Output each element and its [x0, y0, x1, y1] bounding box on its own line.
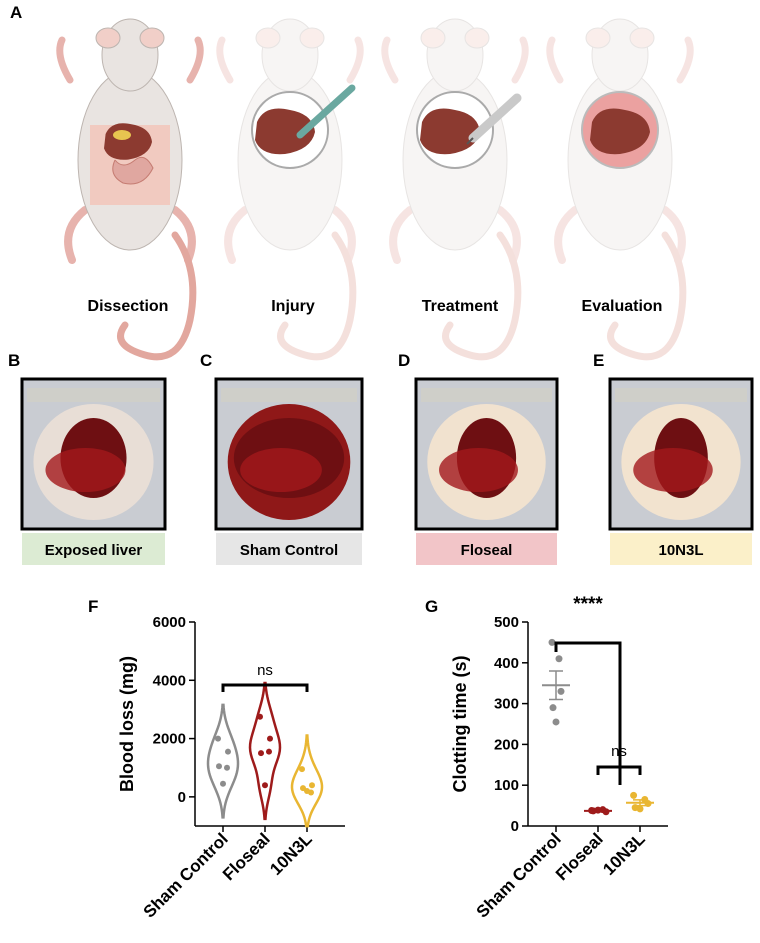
data-point [555, 655, 563, 663]
y-tick-label: 200 [494, 736, 519, 753]
y-tick-label: 4000 [153, 672, 186, 689]
violin [290, 734, 324, 828]
caption: Floseal [461, 542, 513, 559]
data-point [258, 750, 264, 757]
data-point [549, 704, 557, 712]
data-point [215, 735, 221, 742]
violin [206, 703, 240, 819]
ruler [221, 388, 357, 402]
panel-label: A [10, 3, 22, 22]
caption: 10N3L [658, 542, 703, 559]
data-point [220, 780, 226, 787]
y-tick-label: 0 [511, 818, 519, 835]
caption: Sham Control [240, 542, 338, 559]
data-point [557, 687, 565, 695]
significance-bracket [221, 683, 309, 692]
x-tick-label: 10N3L [266, 829, 316, 879]
step-label: Evaluation [582, 298, 663, 315]
photo-panel: B Exposed liver [8, 351, 167, 565]
error-bar [549, 670, 563, 701]
caption-bg [216, 533, 362, 565]
step-label: Injury [271, 298, 315, 315]
error-bar [633, 799, 647, 807]
x-tick-label: Floseal [219, 829, 274, 884]
ruler [615, 388, 747, 402]
y-tick-label: 2000 [153, 731, 186, 748]
panel-label: B [8, 351, 20, 370]
y-tick-label: 400 [494, 655, 519, 672]
panel-label: G [425, 597, 438, 616]
x-tick-label: Sham Control [140, 829, 232, 921]
data-point [304, 788, 310, 795]
significance-label: ns [611, 743, 627, 760]
significance-label: ns [257, 662, 273, 679]
illustration [60, 19, 200, 357]
panel-label: F [88, 597, 98, 616]
illustration [385, 19, 525, 357]
data-point [266, 748, 272, 755]
data-point [636, 805, 644, 813]
data-point [630, 791, 638, 799]
chart: G 0 100 200 300 400 500 Clotting time (s) Sham C… [425, 594, 668, 922]
photo-panel: E 10N3L [593, 351, 754, 565]
step-label: Dissection [88, 298, 169, 315]
data-point [548, 638, 556, 646]
data-point [262, 782, 268, 789]
panel-label: E [593, 351, 604, 370]
significance-bracket [596, 765, 642, 775]
ruler [27, 388, 160, 402]
chart: F 0 2000 4000 6000 Blood loss (mg) Sham Contro… [88, 597, 345, 922]
step-label: Treatment [422, 298, 499, 315]
y-tick-label: 300 [494, 696, 519, 713]
panel-label: D [398, 351, 410, 370]
caption-bg [22, 533, 165, 565]
illustration [550, 19, 690, 357]
data-point [225, 748, 231, 755]
blood [439, 448, 518, 492]
data-point [257, 713, 263, 720]
data-point [309, 782, 315, 789]
significance-label: **** [573, 594, 603, 615]
blood [633, 448, 713, 492]
data-point [216, 763, 222, 770]
data-point [267, 735, 273, 742]
photo-panel: C Sham Control [200, 351, 364, 565]
y-axis-label: Clotting time (s) [450, 656, 470, 793]
y-tick-label: 100 [494, 777, 519, 794]
data-point [224, 764, 230, 771]
caption-bg [610, 533, 752, 565]
blood [45, 448, 126, 492]
x-tick-label: Sham Control [473, 829, 565, 921]
y-tick-label: 6000 [153, 614, 186, 631]
x-tick-label: 10N3L [599, 829, 649, 879]
ruler [421, 388, 552, 402]
caption-bg [416, 533, 557, 565]
y-tick-label: 0 [178, 789, 186, 806]
caption: Exposed liver [45, 542, 143, 559]
data-point [299, 766, 305, 773]
y-axis-label: Blood loss (mg) [117, 656, 137, 792]
y-tick-label: 500 [494, 614, 519, 631]
blood [240, 448, 322, 492]
photo-panel: D Floseal [398, 351, 559, 565]
data-point [552, 718, 560, 726]
panel-label: C [200, 351, 212, 370]
error-bar [591, 809, 605, 813]
illustration [220, 19, 360, 357]
significance-bracket [554, 641, 622, 785]
violin [248, 681, 282, 821]
x-tick-label: Floseal [552, 829, 607, 884]
